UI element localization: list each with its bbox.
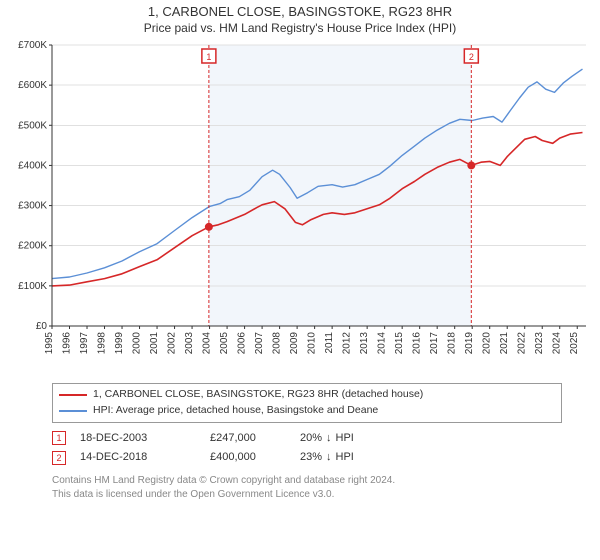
svg-text:1996: 1996 <box>62 332 73 355</box>
svg-text:2017: 2017 <box>429 332 440 355</box>
sale-price-2: £400,000 <box>210 448 300 468</box>
svg-text:2005: 2005 <box>219 332 230 355</box>
svg-text:2001: 2001 <box>149 332 160 355</box>
svg-text:1999: 1999 <box>114 332 125 355</box>
svg-text:2004: 2004 <box>202 332 213 355</box>
sale-diff-pct-1: 20% <box>300 429 322 449</box>
footer-line2: This data is licensed under the Open Gov… <box>52 488 562 502</box>
svg-text:1995: 1995 <box>44 332 55 355</box>
svg-text:£0: £0 <box>36 321 48 332</box>
legend-label-hpi: HPI: Average price, detached house, Basi… <box>93 403 378 419</box>
sale-date-2: 14-DEC-2018 <box>80 448 210 468</box>
sale-row-2: 2 14-DEC-2018 £400,000 23% ↓ HPI <box>52 448 562 468</box>
svg-text:2024: 2024 <box>552 332 563 355</box>
svg-text:1998: 1998 <box>97 332 108 355</box>
svg-text:1: 1 <box>206 52 211 62</box>
svg-text:2013: 2013 <box>359 332 370 355</box>
chart-subtitle: Price paid vs. HM Land Registry's House … <box>8 21 592 35</box>
svg-text:2007: 2007 <box>254 332 265 355</box>
svg-text:2000: 2000 <box>132 332 143 355</box>
sale-diff-label-2: HPI <box>336 448 354 468</box>
legend-swatch-hpi <box>59 410 87 412</box>
svg-text:2019: 2019 <box>464 332 475 355</box>
chart-plot-area: £0 £100K £200K £300K £400K £500K £600K £700K 199… <box>8 39 592 379</box>
line-chart-svg: £0 £100K £200K £300K £400K £500K £600K £700K 199… <box>8 39 592 374</box>
svg-text:£600K: £600K <box>18 80 47 91</box>
svg-text:£300K: £300K <box>18 201 47 212</box>
svg-text:£200K: £200K <box>18 241 47 252</box>
footer-line1: Contains HM Land Registry data © Crown c… <box>52 474 562 488</box>
svg-text:2002: 2002 <box>167 332 178 355</box>
svg-text:2003: 2003 <box>184 332 195 355</box>
svg-text:2020: 2020 <box>482 332 493 355</box>
chart-title-address: 1, CARBONEL CLOSE, BASINGSTOKE, RG23 8HR <box>8 4 592 19</box>
svg-text:£100K: £100K <box>18 281 47 292</box>
sale-date-1: 18-DEC-2003 <box>80 429 210 449</box>
svg-text:2025: 2025 <box>569 332 580 355</box>
svg-text:2021: 2021 <box>499 332 510 355</box>
svg-text:2022: 2022 <box>517 332 528 355</box>
svg-text:2014: 2014 <box>377 332 388 355</box>
svg-text:£500K: £500K <box>18 120 47 131</box>
sale-diff-arrow-2: ↓ <box>326 448 332 468</box>
svg-text:£700K: £700K <box>18 40 47 51</box>
svg-text:2010: 2010 <box>307 332 318 355</box>
chart-container: 1, CARBONEL CLOSE, BASINGSTOKE, RG23 8HR… <box>0 0 600 505</box>
svg-text:£400K: £400K <box>18 160 47 171</box>
legend-row-property: 1, CARBONEL CLOSE, BASINGSTOKE, RG23 8HR… <box>59 387 555 403</box>
svg-text:2015: 2015 <box>394 332 405 355</box>
sale-diff-pct-2: 23% <box>300 448 322 468</box>
legend-swatch-property <box>59 394 87 396</box>
svg-text:2023: 2023 <box>534 332 545 355</box>
legend-label-property: 1, CARBONEL CLOSE, BASINGSTOKE, RG23 8HR… <box>93 387 423 403</box>
sale-marker-1: 1 <box>52 431 66 445</box>
svg-text:2011: 2011 <box>324 332 335 354</box>
sale-price-1: £247,000 <box>210 429 300 449</box>
svg-text:2016: 2016 <box>412 332 423 355</box>
svg-text:2009: 2009 <box>289 332 300 355</box>
footer-attribution: Contains HM Land Registry data © Crown c… <box>52 474 562 501</box>
svg-text:2006: 2006 <box>237 332 248 355</box>
sale-diff-arrow-1: ↓ <box>326 429 332 449</box>
svg-text:2: 2 <box>469 52 474 62</box>
sale-row-1: 1 18-DEC-2003 £247,000 20% ↓ HPI <box>52 429 562 449</box>
svg-text:2018: 2018 <box>447 332 458 355</box>
legend-row-hpi: HPI: Average price, detached house, Basi… <box>59 403 555 419</box>
sales-table: 1 18-DEC-2003 £247,000 20% ↓ HPI 2 14-DE… <box>52 429 562 469</box>
sale-marker-2: 2 <box>52 451 66 465</box>
svg-text:2008: 2008 <box>272 332 283 355</box>
svg-text:1997: 1997 <box>79 332 90 355</box>
svg-text:2012: 2012 <box>342 332 353 355</box>
legend-box: 1, CARBONEL CLOSE, BASINGSTOKE, RG23 8HR… <box>52 383 562 423</box>
sale-diff-label-1: HPI <box>336 429 354 449</box>
